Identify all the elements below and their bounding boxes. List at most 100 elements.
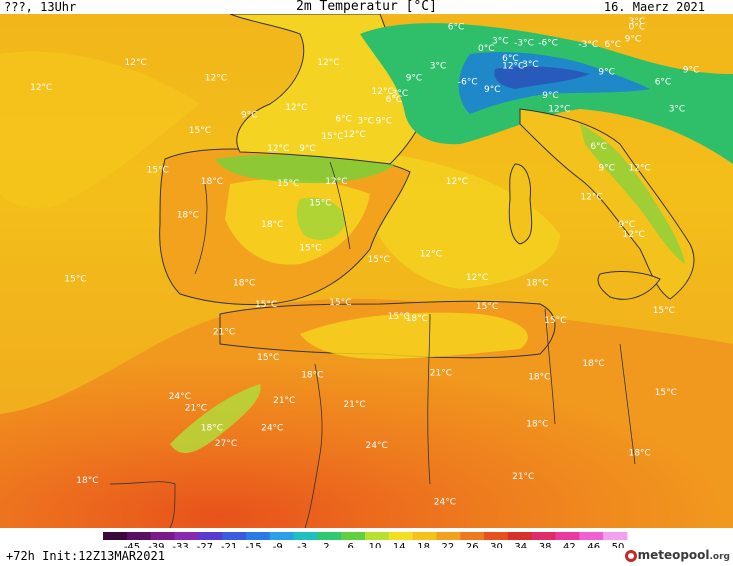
colorbar-segment xyxy=(365,532,390,540)
colorbar-tick-label: 50 xyxy=(612,542,625,548)
colorbar-segment xyxy=(126,532,152,540)
temperature-label: 18°C xyxy=(301,371,323,381)
temperature-label: 9°C xyxy=(241,111,258,121)
colorbar-segment xyxy=(103,532,128,540)
apennine-green-area xyxy=(580,124,685,264)
colorbar-tick-label: -45 xyxy=(124,542,140,548)
colorbar-tick-label: 10 xyxy=(369,542,382,548)
temperature-label: 21°C xyxy=(213,328,235,338)
iberia-mountain-green-area xyxy=(296,197,345,240)
colorbar-tick-label: 30 xyxy=(490,542,503,548)
temperature-label: 9°C xyxy=(683,66,700,76)
temperature-label: 18°C xyxy=(526,419,548,429)
colorbar-segment xyxy=(579,532,604,540)
temperature-label: 15°C xyxy=(655,388,677,398)
temperature-label: 12°C xyxy=(325,177,347,187)
temperature-label: 18°C xyxy=(261,220,283,230)
temperature-label: 12°C xyxy=(285,103,307,113)
colorbar-tick-label: 46 xyxy=(587,542,600,548)
temperature-label: -6°C xyxy=(458,77,478,87)
colorbar-segment xyxy=(412,532,437,540)
temperature-label: 15°C xyxy=(189,126,211,136)
temperature-label: 6°C xyxy=(502,54,519,64)
temperature-label: 6°C xyxy=(590,142,607,152)
colorbar-tick-label: 2 xyxy=(323,542,329,548)
temperature-label: 15°C xyxy=(277,179,299,189)
temperature-label: 12°C xyxy=(317,58,339,68)
forecast-time-label: ???, 13Uhr xyxy=(4,0,77,14)
temperature-label: 15°C xyxy=(309,199,331,209)
temperature-label: 21°C xyxy=(185,404,207,414)
colorbar-segment xyxy=(484,532,509,540)
init-time-label: +72h Init:12Z13MAR2021 xyxy=(6,549,165,563)
temperature-label: 18°C xyxy=(201,423,223,433)
map-title: 2m Temperatur [°C] xyxy=(296,0,437,14)
temperature-label: 24°C xyxy=(261,423,283,433)
colorbar-tick-label: -27 xyxy=(197,542,213,548)
temperature-label: 24°C xyxy=(434,498,456,508)
footer-bar: -45 -39 -33 -27 -21 -15 -9 -3 2 6 10 14 18 22 26 30 34 38… xyxy=(0,528,733,566)
temperature-label: 18°C xyxy=(177,210,199,220)
temperature-label: 3°C xyxy=(430,62,447,72)
temperature-label: 15°C xyxy=(255,300,277,310)
temperature-label: 12°C xyxy=(580,193,602,203)
temperature-label: 21°C xyxy=(273,396,295,406)
temperature-label: 18°C xyxy=(528,373,550,383)
temperature-label: 12°C xyxy=(267,144,289,154)
colorbar-tick-label: 18 xyxy=(417,542,430,548)
colorbar-segment xyxy=(198,532,223,540)
temperature-label: 18°C xyxy=(201,177,223,187)
temperature-label: 9°C xyxy=(406,73,423,83)
sardinia-corsica-region xyxy=(508,163,533,245)
temperature-label: 6°C xyxy=(386,95,403,105)
temperature-label: 18°C xyxy=(629,449,651,459)
colorbar-tick-label: 6 xyxy=(348,542,354,548)
temperature-label: 6°C xyxy=(335,115,352,125)
temperature-label: 15°C xyxy=(329,298,351,308)
temperature-label: -3°C xyxy=(578,40,598,50)
meteopool-icon xyxy=(624,549,637,562)
pyrenees-green-band xyxy=(215,154,395,184)
colorbar-tick-label: 14 xyxy=(393,542,406,548)
meteopool-logo[interactable]: meteopool.org xyxy=(624,548,730,562)
temperature-label: 27°C xyxy=(215,439,237,449)
brand-suffix: .org xyxy=(709,552,730,562)
temperature-label: 15°C xyxy=(299,244,321,254)
temperature-label: 3°C xyxy=(669,105,686,115)
temperature-label: 0°C xyxy=(629,23,646,33)
temperature-label: 3°C xyxy=(392,89,409,99)
temperature-label: 24°C xyxy=(366,441,388,451)
brand-name: meteopool xyxy=(637,548,710,562)
colorbar-segment xyxy=(507,532,533,540)
colorbar-segment xyxy=(269,532,295,540)
temperature-label: 21°C xyxy=(343,400,365,410)
temperature-label: -6°C xyxy=(538,38,558,48)
colorbar-tick-label: -21 xyxy=(221,542,237,548)
colorbar-segment xyxy=(603,532,628,540)
temperature-label: 3°C xyxy=(522,60,539,70)
temperature-label: 15°C xyxy=(653,306,675,316)
temperature-label: 12°C xyxy=(629,163,651,173)
colorbar-segment xyxy=(222,532,247,540)
temperature-label: 15°C xyxy=(147,165,169,175)
temperature-label: 3°C xyxy=(629,17,646,27)
header-bar: ???, 13Uhr 2m Temperatur [°C] 16. Maerz … xyxy=(0,0,733,14)
sicily-region xyxy=(597,271,661,300)
temperature-label: 12°C xyxy=(125,58,147,68)
colorbar-tick-label: 26 xyxy=(466,542,479,548)
colorbar-tick-label: 34 xyxy=(514,542,527,548)
temperature-label: 6°C xyxy=(605,40,622,50)
temperature-label: 15°C xyxy=(476,302,498,312)
colorbar-segment xyxy=(555,532,580,540)
temperature-label: 0°C xyxy=(478,44,495,54)
colorbar: -45 -39 -33 -27 -21 -15 -9 -3 2 6 10 14 18 22 26 30 34 38… xyxy=(103,532,628,548)
iberia-interior-cool-area xyxy=(225,178,370,265)
temperature-labels: 12°C12°C12°C12°C12°C9°C6°C0°C3°C -3°C -6°C… xyxy=(30,17,699,508)
temperature-label: 9°C xyxy=(376,116,393,126)
temperature-label: 15°C xyxy=(64,275,86,285)
temperature-label: 6°C xyxy=(448,23,465,33)
colorbar-tick-label: 38 xyxy=(539,542,552,548)
temperature-label: 18°C xyxy=(582,359,604,369)
colorbar-tick-label: -15 xyxy=(245,542,261,548)
